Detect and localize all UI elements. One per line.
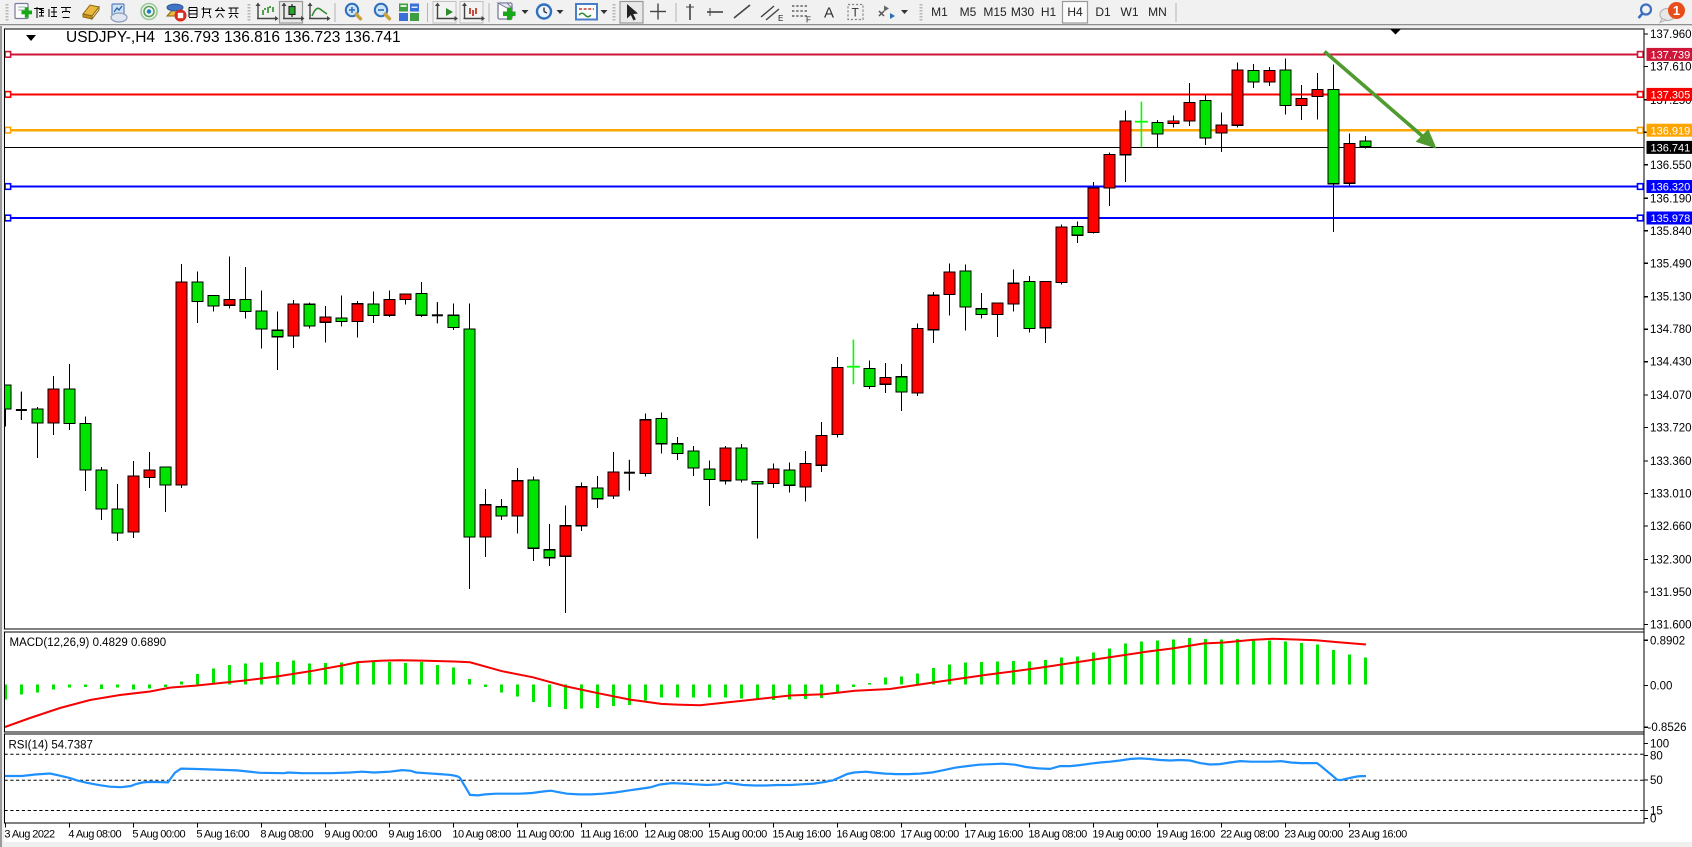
svg-text:10 Aug 08:00: 10 Aug 08:00 (452, 829, 511, 841)
svg-text:17 Aug 16:00: 17 Aug 16:00 (964, 829, 1023, 841)
svg-text:136.741: 136.741 (1651, 143, 1691, 155)
svg-text:133.360: 133.360 (1650, 456, 1692, 468)
svg-text:134.430: 134.430 (1650, 357, 1692, 369)
svg-text:137.739: 137.739 (1651, 50, 1691, 62)
svg-text:5 Aug 00:00: 5 Aug 00:00 (132, 829, 185, 841)
svg-text:5 Aug 16:00: 5 Aug 16:00 (196, 829, 249, 841)
svg-text:50: 50 (1650, 775, 1663, 787)
svg-text:131.600: 131.600 (1650, 619, 1692, 631)
svg-text:M1: M1 (931, 5, 948, 19)
svg-text:23 Aug 16:00: 23 Aug 16:00 (1348, 829, 1407, 841)
svg-text:9 Aug 16:00: 9 Aug 16:00 (388, 829, 441, 841)
svg-text:100: 100 (1650, 739, 1669, 751)
svg-text:1: 1 (1673, 3, 1680, 18)
svg-text:19 Aug 00:00: 19 Aug 00:00 (1092, 829, 1151, 841)
svg-text:W1: W1 (1121, 5, 1139, 19)
svg-text:132.660: 132.660 (1650, 521, 1692, 533)
svg-text:M30: M30 (1011, 5, 1035, 19)
svg-text:136.320: 136.320 (1651, 182, 1691, 194)
svg-text:12 Aug 08:00: 12 Aug 08:00 (644, 829, 703, 841)
svg-text:135.840: 135.840 (1650, 226, 1692, 238)
svg-text:136.190: 136.190 (1650, 193, 1692, 205)
svg-text:137.610: 137.610 (1650, 61, 1692, 73)
svg-text:M15: M15 (983, 5, 1007, 19)
svg-text:17 Aug 00:00: 17 Aug 00:00 (900, 829, 959, 841)
svg-text:137.305: 137.305 (1651, 90, 1691, 102)
svg-text:D1: D1 (1095, 5, 1111, 19)
svg-text:11 Aug 00:00: 11 Aug 00:00 (516, 829, 574, 841)
svg-text:15: 15 (1650, 806, 1663, 818)
svg-text:134.070: 134.070 (1650, 390, 1692, 402)
svg-text:3 Aug 2022: 3 Aug 2022 (4, 829, 55, 841)
svg-text:-0.8526: -0.8526 (1648, 722, 1687, 734)
svg-text:136.919: 136.919 (1651, 125, 1691, 137)
svg-text:16 Aug 08:00: 16 Aug 08:00 (836, 829, 895, 841)
svg-text:9 Aug 00:00: 9 Aug 00:00 (324, 829, 377, 841)
svg-text:0: 0 (1650, 813, 1656, 825)
svg-text:19 Aug 16:00: 19 Aug 16:00 (1156, 829, 1215, 841)
svg-text:M5: M5 (960, 5, 977, 19)
svg-text:136.550: 136.550 (1650, 160, 1692, 172)
svg-text:135.490: 135.490 (1650, 258, 1692, 270)
svg-text:134.780: 134.780 (1650, 324, 1692, 336)
svg-text:15 Aug 16:00: 15 Aug 16:00 (772, 829, 831, 841)
svg-text:0.8902: 0.8902 (1650, 635, 1685, 647)
svg-text:133.720: 133.720 (1650, 423, 1692, 435)
svg-text:MACD(12,26,9) 0.4829 0.6890: MACD(12,26,9) 0.4829 0.6890 (10, 637, 167, 649)
svg-text:MN: MN (1148, 5, 1167, 19)
svg-text:22 Aug 08:00: 22 Aug 08:00 (1220, 829, 1279, 841)
svg-text:F: F (806, 16, 811, 25)
svg-text:132.300: 132.300 (1650, 554, 1692, 566)
svg-text:E: E (778, 14, 783, 23)
svg-text:H1: H1 (1041, 5, 1057, 19)
svg-text:11 Aug 16:00: 11 Aug 16:00 (580, 829, 638, 841)
svg-text:133.010: 133.010 (1650, 489, 1692, 501)
svg-text:T: T (852, 6, 860, 20)
svg-text:80: 80 (1650, 751, 1663, 763)
svg-text:4 Aug 08:00: 4 Aug 08:00 (68, 829, 121, 841)
svg-text:0.00: 0.00 (1650, 681, 1672, 693)
svg-text:15 Aug 00:00: 15 Aug 00:00 (708, 829, 767, 841)
svg-text:H4: H4 (1067, 5, 1083, 19)
svg-text:23 Aug 00:00: 23 Aug 00:00 (1284, 829, 1343, 841)
svg-text:135.130: 135.130 (1650, 292, 1692, 304)
svg-text:131.950: 131.950 (1650, 587, 1692, 599)
svg-text:135.978: 135.978 (1651, 213, 1691, 225)
svg-text:RSI(14) 54.7387: RSI(14) 54.7387 (9, 740, 93, 752)
svg-text:USDJPY-,H4 136.793 136.816 13: USDJPY-,H4 136.793 136.816 136.723 136.7… (66, 29, 401, 46)
svg-text:A: A (824, 5, 834, 22)
svg-text:8 Aug 08:00: 8 Aug 08:00 (260, 829, 313, 841)
svg-text:18 Aug 08:00: 18 Aug 08:00 (1028, 829, 1087, 841)
svg-text:137.960: 137.960 (1650, 29, 1692, 41)
